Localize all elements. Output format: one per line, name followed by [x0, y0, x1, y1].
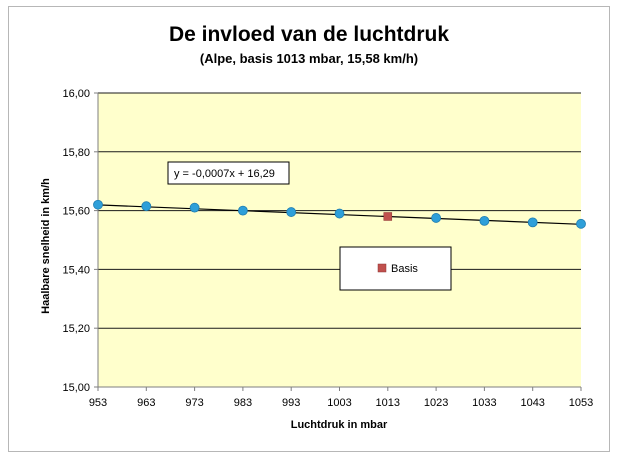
chart: De invloed van de luchtdruk (Alpe, basis…	[40, 23, 593, 431]
trendline-equation: y = -0,0007x + 16,29	[174, 168, 275, 180]
x-tick-label: 1013	[376, 397, 400, 409]
x-tick-label: 1033	[472, 397, 496, 409]
x-tick-label: 1023	[424, 397, 448, 409]
data-point	[141, 201, 152, 212]
y-tick-label: 15,40	[62, 264, 90, 276]
chart-title: De invloed van de luchtdruk	[169, 23, 449, 46]
y-tick-label: 15,20	[62, 323, 90, 335]
y-axis-label: Haalbare snelheid in km/h	[40, 178, 52, 314]
data-point	[479, 215, 490, 226]
data-point	[286, 207, 297, 217]
x-tick-label: 993	[282, 397, 300, 409]
y-tick-label: 15,60	[62, 206, 90, 218]
data-point	[431, 213, 442, 223]
x-tick-label: 1003	[327, 397, 351, 409]
legend-basis-label: Basis	[391, 263, 418, 275]
basis-point	[383, 212, 393, 221]
data-point	[527, 217, 538, 228]
data-point	[189, 202, 200, 213]
chart-subtitle: (Alpe, basis 1013 mbar, 15,58 km/h)	[200, 51, 418, 66]
x-tick-label: 953	[89, 397, 107, 409]
y-tick-label: 16,00	[62, 88, 90, 100]
data-point	[334, 208, 345, 219]
x-tick-label: 1053	[569, 397, 593, 409]
data-point	[93, 199, 103, 210]
x-axis-label: Luchtdruk in mbar	[291, 419, 388, 431]
x-tick-label: 963	[137, 397, 155, 409]
chart-frame: De invloed van de luchtdruk (Alpe, basis…	[8, 6, 610, 452]
x-tick-label: 983	[234, 397, 252, 409]
y-tick-label: 15,00	[62, 382, 90, 394]
data-point	[576, 218, 586, 229]
x-tick-label: 973	[185, 397, 203, 409]
trendline-equation-box	[167, 161, 290, 185]
data-point	[237, 205, 248, 216]
x-tick-label: 1043	[520, 397, 544, 409]
y-tick-label: 15,80	[62, 147, 90, 159]
legend	[339, 246, 452, 291]
legend-basis-marker	[377, 263, 387, 273]
plot-area	[98, 93, 581, 387]
